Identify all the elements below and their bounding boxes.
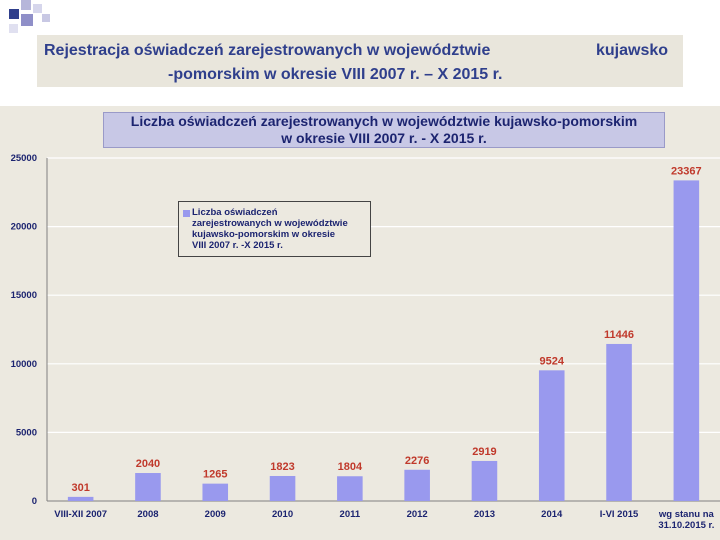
deco-square [33, 4, 42, 13]
data-label: 301 [71, 482, 89, 494]
bar [337, 476, 363, 501]
chart-title-line2: w okresie VIII 2007 r. - X 2015 r. [281, 130, 487, 146]
data-label: 1804 [338, 461, 363, 473]
legend-label-line: VIII 2007 r. -X 2015 r. [192, 240, 283, 251]
data-label: 2919 [472, 446, 496, 458]
y-tick-label: 25000 [11, 153, 37, 164]
data-labels: 301 2040 1265 1823 1804 2276 2919 9524 11446 2336… [71, 165, 701, 493]
bar [538, 370, 565, 501]
x-tick-label: 2010 [272, 509, 293, 520]
legend-text: Liczba oświadczeń zarejestrowanych w woje… [192, 207, 370, 251]
bar [404, 469, 430, 501]
chart-title: Liczba oświadczeń zarejestrowanych w woj… [103, 112, 665, 148]
tick-labels: 0 5000 10000 15000 20000 25000 VIII-XII 2007 20… [11, 153, 715, 531]
legend-swatch [183, 210, 190, 217]
legend: Liczba oświadczeń zarejestrowanych w woje… [178, 201, 371, 257]
bar [67, 496, 94, 501]
slide-title-right: kujawsko [596, 42, 669, 59]
y-tick-label: 10000 [11, 359, 37, 370]
chart-title-line1: Liczba oświadczeń zarejestrowanych w woj… [130, 113, 638, 129]
legend-label-line: zarejestrowanych w województwie [192, 218, 348, 229]
data-label: 2276 [405, 455, 429, 467]
x-tick-label: 2014 [541, 509, 563, 520]
slide-header [37, 35, 683, 87]
y-tick-label: 15000 [11, 290, 37, 301]
bar [135, 473, 161, 501]
data-label: 2040 [136, 458, 160, 470]
bar [471, 460, 498, 501]
deco-square [9, 9, 19, 19]
deco-square [21, 0, 31, 10]
data-label: 9524 [540, 355, 565, 367]
x-tick-label: 2012 [407, 509, 428, 520]
deco-square [42, 14, 50, 22]
y-tick-label: 0 [32, 496, 37, 507]
data-label: 23367 [671, 165, 702, 177]
deco-square [21, 14, 33, 26]
x-tick-label: VIII-XII 2007 [54, 509, 107, 520]
y-tick-label: 20000 [11, 222, 37, 233]
data-label: 1265 [203, 469, 227, 481]
legend-label-line: Liczba oświadczeń [192, 207, 278, 218]
x-tick-label: 2009 [205, 509, 226, 520]
bar [606, 343, 632, 501]
x-tick-label: 2011 [340, 509, 361, 520]
x-tick-label: I-VI 2015 [600, 509, 639, 520]
bar [673, 180, 700, 501]
bar [202, 483, 229, 501]
deco-square [9, 24, 18, 33]
data-label: 1823 [270, 461, 294, 473]
x-tick-label: 2013 [474, 509, 495, 520]
y-tick-label: 5000 [16, 427, 37, 438]
x-tick-label: wg stanu na [658, 509, 715, 520]
bars [67, 180, 700, 501]
slide-title-line2: -pomorskim w okresie VIII 2007 r. – X 20… [168, 66, 503, 83]
data-label: 11446 [604, 329, 634, 341]
legend-label-line: kujawsko-pomorskim w okresie [192, 229, 336, 240]
slide-title-line1: Rejestracja oświadczeń zarejestrowanych … [44, 42, 491, 59]
bar [269, 475, 296, 501]
chart-area [0, 106, 720, 540]
x-tick-label: 31.10.2015 r. [658, 520, 714, 531]
x-tick-label: 2008 [137, 509, 158, 520]
